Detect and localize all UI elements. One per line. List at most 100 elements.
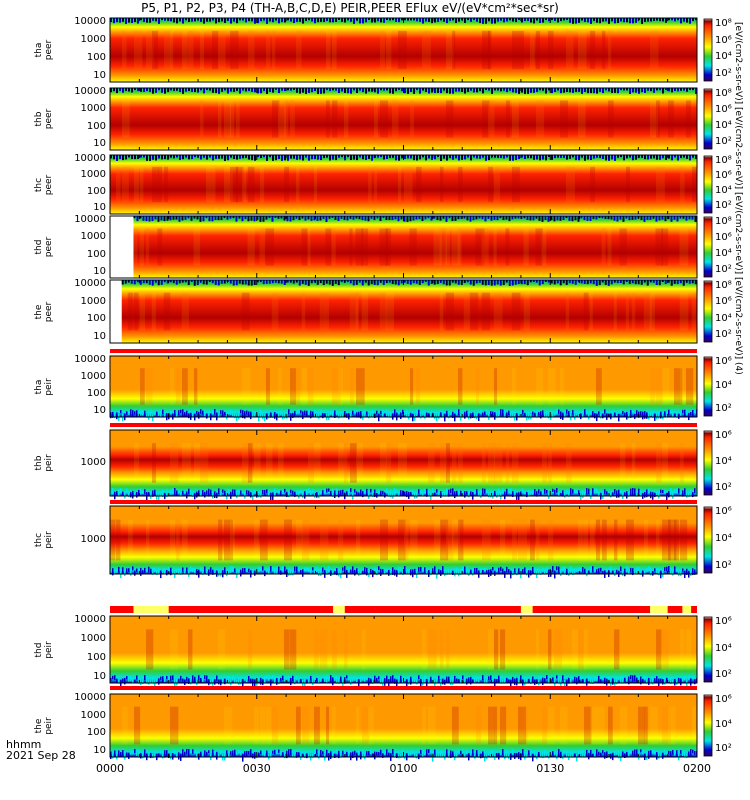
- noise-speck: [160, 216, 163, 221]
- texture-strip: [385, 228, 392, 266]
- noise-speck: [547, 216, 550, 222]
- noise-speck: [415, 216, 418, 220]
- noise-speck: [190, 280, 193, 283]
- noise-speck: [530, 155, 532, 159]
- noise-speck: [214, 569, 216, 573]
- noise-speck: [210, 567, 212, 573]
- noise-speck: [215, 155, 217, 159]
- noise-speck: [668, 18, 670, 21]
- noise-speck: [440, 412, 442, 418]
- texture-strip: [248, 166, 255, 203]
- noise-speck: [244, 568, 246, 573]
- texture-strip: [458, 166, 463, 203]
- noise-speck: [200, 409, 202, 414]
- noise-speck: [268, 675, 270, 681]
- texture-strip: [140, 166, 144, 203]
- noise-speck: [216, 751, 218, 760]
- colorbar-tick-label: 10⁴: [715, 456, 732, 467]
- noise-speck: [352, 676, 354, 682]
- noise-speck: [122, 413, 124, 422]
- noise-speck: [408, 751, 410, 756]
- noise-speck: [378, 676, 380, 680]
- noise-speck: [235, 216, 238, 222]
- noise-speck: [474, 412, 476, 419]
- noise-speck: [114, 750, 116, 757]
- noise-speck: [226, 750, 228, 755]
- noise-speck: [569, 88, 571, 93]
- y-tick-label: 100: [86, 652, 106, 663]
- noise-speck: [425, 155, 427, 161]
- noise-speck: [294, 566, 296, 572]
- noise-speck: [512, 749, 514, 755]
- noise-speck: [272, 18, 274, 23]
- noise-speck: [679, 280, 682, 284]
- noise-speck: [598, 216, 601, 219]
- noise-speck: [568, 280, 571, 284]
- noise-speck: [316, 280, 319, 285]
- noise-speck: [136, 749, 138, 756]
- noise-speck: [466, 410, 468, 417]
- noise-speck: [566, 409, 568, 414]
- noise-speck: [344, 566, 346, 574]
- noise-speck: [544, 216, 547, 221]
- noise-speck: [403, 216, 406, 222]
- noise-speck: [673, 280, 676, 284]
- noise-speck: [466, 216, 469, 221]
- panel-species-label: peir: [44, 377, 54, 396]
- noise-speck: [269, 155, 271, 158]
- noise-speck: [122, 567, 124, 575]
- noise-speck: [516, 753, 518, 757]
- noise-speck: [329, 18, 331, 23]
- panel-probe-label: thd: [34, 642, 44, 657]
- noise-speck: [347, 155, 349, 158]
- flag-bar-yellow: [520, 606, 533, 613]
- texture-strip: [566, 166, 575, 203]
- noise-speck: [670, 751, 672, 758]
- texture-strip: [680, 166, 685, 203]
- noise-speck: [229, 216, 232, 219]
- noise-speck: [590, 18, 592, 24]
- noise-speck: [602, 570, 604, 575]
- noise-speck: [185, 155, 187, 158]
- noise-speck: [228, 676, 230, 683]
- colorbar-tick-label: 10⁴: [715, 120, 732, 131]
- noise-speck: [692, 88, 694, 91]
- noise-speck: [290, 677, 292, 686]
- noise-speck: [557, 18, 559, 23]
- noise-speck: [412, 413, 414, 422]
- texture-strip: [476, 706, 482, 745]
- noise-speck: [322, 678, 324, 684]
- noise-speck: [676, 568, 678, 572]
- noise-speck: [610, 566, 612, 573]
- noise-speck: [534, 679, 536, 685]
- noise-speck: [199, 280, 202, 283]
- noise-speck: [532, 216, 535, 221]
- noise-speck: [232, 675, 234, 681]
- noise-speck: [304, 216, 307, 221]
- noise-speck: [592, 488, 594, 495]
- noise-speck: [194, 18, 196, 22]
- noise-speck: [560, 568, 562, 577]
- noise-speck: [632, 88, 634, 93]
- y-tick-label: 1000: [80, 295, 106, 307]
- noise-speck: [503, 155, 505, 159]
- y-tick-label: 1000: [80, 34, 106, 45]
- noise-speck: [246, 490, 248, 495]
- noise-speck: [590, 410, 592, 416]
- noise-speck: [538, 412, 540, 416]
- noise-speck: [526, 752, 528, 758]
- texture-strip: [451, 228, 461, 266]
- noise-speck: [288, 409, 290, 415]
- noise-speck: [674, 750, 676, 756]
- texture-strip: [259, 228, 265, 266]
- noise-speck: [242, 18, 244, 21]
- noise-speck: [502, 280, 505, 286]
- noise-speck: [521, 88, 523, 93]
- noise-speck: [618, 750, 620, 759]
- noise-speck: [599, 18, 601, 24]
- noise-speck: [396, 412, 398, 421]
- noise-speck: [662, 569, 664, 577]
- noise-speck: [655, 280, 658, 285]
- noise-speck: [220, 491, 222, 496]
- noise-speck: [174, 410, 176, 416]
